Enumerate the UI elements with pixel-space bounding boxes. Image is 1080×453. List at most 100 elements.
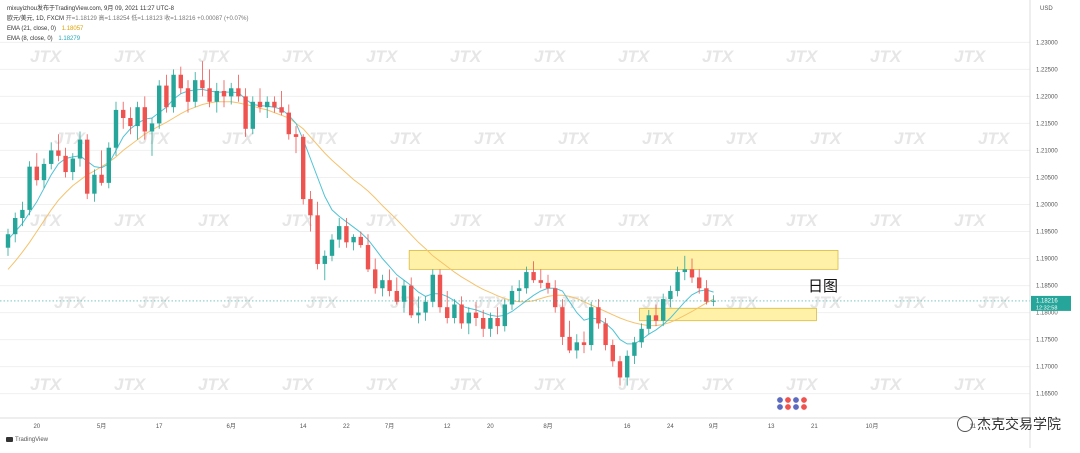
watermark: JTX	[702, 375, 735, 394]
watermark: JTX	[222, 129, 255, 148]
watermark: JTX	[282, 211, 315, 230]
event-marker-icon	[792, 403, 800, 411]
candle-down	[200, 80, 205, 89]
price-tag-countdown: 12:32:58	[1036, 305, 1057, 311]
event-marker-icon	[784, 396, 792, 404]
watermark: JTX	[222, 293, 255, 312]
candle-down	[315, 215, 320, 264]
watermark: JTX	[198, 375, 231, 394]
watermark: JTX	[618, 375, 651, 394]
y-tick-label: 1.20000	[1036, 202, 1058, 208]
tradingview-brand[interactable]: TradingView	[6, 437, 48, 443]
brand-label: TradingView	[15, 437, 49, 443]
candle-down	[293, 134, 299, 137]
candle-down	[617, 361, 623, 378]
x-tick-label: 20	[33, 424, 40, 430]
currency-label: USD	[1040, 6, 1053, 12]
watermark: JTX	[786, 375, 819, 394]
watermark: JTX	[702, 47, 735, 66]
watermark: JTX	[30, 47, 63, 66]
watermark: JTX	[306, 129, 339, 148]
candle-down	[538, 280, 543, 283]
support-zone	[639, 307, 817, 322]
candle-up	[416, 312, 421, 316]
watermark: JTX	[810, 293, 843, 312]
watermark: JTX	[282, 375, 315, 394]
candle-up	[574, 342, 579, 351]
watermark: JTX	[390, 129, 423, 148]
publish-info-text: mixuyizhou发布于TradingView.com, 9月 09, 202…	[7, 6, 174, 12]
candle-down	[387, 280, 392, 291]
watermark: JTX	[726, 129, 759, 148]
candle-up	[711, 300, 716, 302]
watermark: JTX	[870, 375, 903, 394]
candle-down	[394, 290, 399, 302]
event-marker-icon	[784, 403, 792, 411]
watermark: JTX	[954, 47, 987, 66]
watermark: JTX	[54, 293, 87, 312]
watermark: JTX	[114, 47, 147, 66]
watermark: JTX	[558, 129, 591, 148]
watermark: JTX	[558, 293, 591, 312]
candle-down	[560, 307, 565, 337]
event-marker-icon	[800, 403, 808, 411]
watermark: JTX	[30, 211, 63, 230]
watermark: JTX	[894, 293, 927, 312]
ema8-label: EMA (8, close, 0)	[7, 36, 53, 42]
watermark: JTX	[114, 375, 147, 394]
candle-down	[365, 245, 371, 270]
watermark: JTX	[894, 129, 927, 148]
candle-up	[625, 355, 630, 378]
candle-down	[704, 288, 709, 302]
candle-down	[495, 318, 500, 327]
candle-down	[243, 96, 248, 129]
candle-up	[452, 304, 457, 318]
candle-down	[121, 109, 126, 118]
watermark: JTX	[366, 375, 399, 394]
candle-up	[524, 272, 529, 289]
y-tick-label: 1.23000	[1036, 40, 1058, 46]
watermark: JTX	[198, 47, 231, 66]
candle-down	[207, 88, 212, 102]
candle-up	[632, 342, 637, 356]
watermark: JTX	[138, 293, 171, 312]
event-marker-icon	[800, 396, 808, 404]
candle-down	[56, 150, 61, 156]
candle-down	[481, 318, 486, 329]
y-tick-label: 1.18500	[1036, 284, 1058, 290]
watermark: JTX	[366, 47, 399, 66]
y-tick-label: 1.21500	[1036, 121, 1058, 127]
candle-up	[149, 123, 155, 132]
candle-down	[279, 107, 284, 113]
candle-up	[265, 101, 270, 108]
watermark: JTX	[138, 129, 171, 148]
x-tick-label: 10月	[866, 423, 879, 430]
tradingview-logo-icon	[6, 437, 13, 442]
watermark: JTX	[534, 211, 567, 230]
wechat-account-icon	[957, 416, 973, 432]
candle-up	[13, 218, 18, 235]
candle-down	[221, 90, 227, 97]
watermark: JTX	[726, 293, 759, 312]
ema8-legend[interactable]: EMA (8, close, 0) 1.18279	[7, 35, 80, 43]
candle-down	[178, 74, 183, 89]
event-marker-icon	[792, 396, 800, 404]
candle-up	[351, 236, 356, 243]
candle-down	[473, 312, 479, 318]
watermark: JTX	[618, 47, 651, 66]
candle-up	[322, 255, 327, 264]
candle-down	[164, 85, 169, 108]
ema21-legend[interactable]: EMA (21, close, 0) 1.18057	[7, 25, 83, 33]
symbol-info: 欧元/美元, 1D, FXCM 开=1.18129 高=1.18254 低=1.…	[7, 15, 249, 23]
watermark: JTX	[978, 129, 1011, 148]
x-tick-label: 17	[156, 424, 163, 430]
watermark: JTX	[618, 211, 651, 230]
watermark: JTX	[702, 211, 735, 230]
y-tick-label: 1.16500	[1036, 392, 1058, 398]
watermark: JTX	[810, 129, 843, 148]
watermark: JTX	[450, 211, 483, 230]
candle-up	[430, 274, 435, 302]
price-tag-value: 1.18216	[1036, 298, 1058, 304]
